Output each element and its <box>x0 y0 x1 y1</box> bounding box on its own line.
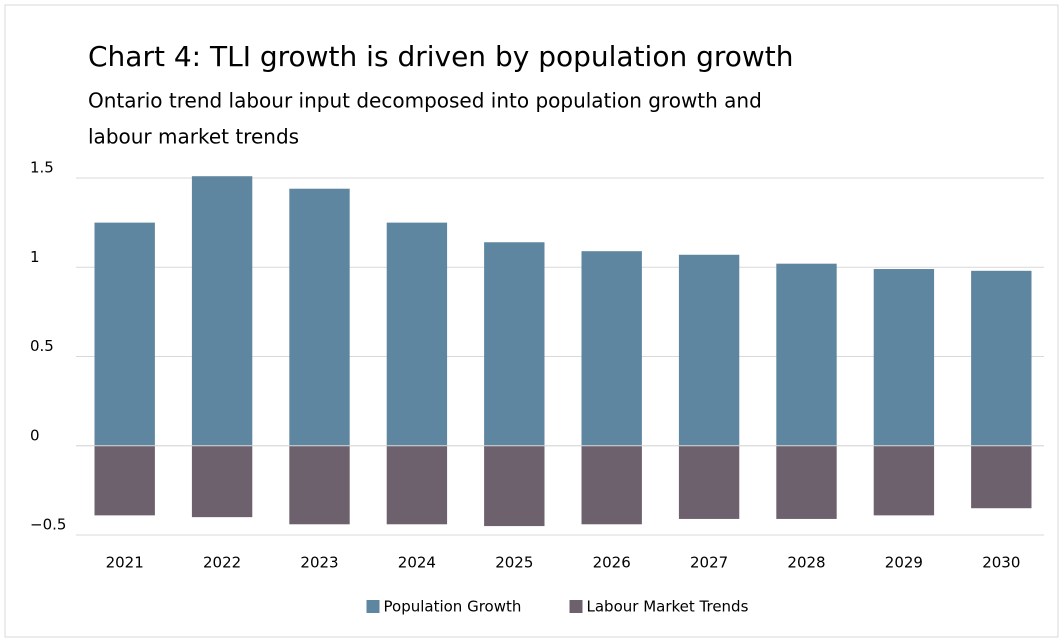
bar <box>94 445 155 516</box>
bar <box>484 445 545 527</box>
bar <box>971 270 1032 446</box>
legend-label: Population Growth <box>384 598 522 616</box>
chart-title: Chart 4: TLI growth is driven by populat… <box>88 40 794 73</box>
bar <box>776 445 837 519</box>
bar <box>191 445 253 518</box>
legend-swatch <box>569 600 583 613</box>
x-tick-label: 2027 <box>690 554 728 572</box>
bar <box>776 263 837 446</box>
bar <box>873 269 935 446</box>
x-tick-label: 2021 <box>106 554 144 572</box>
bar <box>581 251 642 446</box>
y-tick-label: 1 <box>30 248 40 266</box>
x-tick-label: 2029 <box>885 554 923 572</box>
bar <box>386 445 448 525</box>
bar <box>289 188 350 446</box>
bar <box>386 222 448 446</box>
x-tick-label: 2023 <box>300 554 338 572</box>
bar <box>191 176 253 446</box>
bar <box>678 445 740 519</box>
chart-subtitle: Ontario trend labour input decomposed in… <box>88 89 762 113</box>
bar <box>94 222 155 446</box>
legend-label: Labour Market Trends <box>587 598 749 616</box>
y-tick-label: 0.5 <box>30 337 54 355</box>
y-tick-label: 0 <box>30 426 40 444</box>
legend-swatch <box>366 600 380 613</box>
bar <box>678 254 740 446</box>
bar <box>289 445 350 525</box>
x-tick-label: 2030 <box>982 554 1020 572</box>
y-tick-label: 1.5 <box>30 159 54 177</box>
bar <box>873 445 935 516</box>
bar <box>484 242 545 446</box>
bar <box>581 445 642 525</box>
x-tick-label: 2024 <box>398 554 436 572</box>
x-tick-label: 2022 <box>203 554 241 572</box>
chart-subtitle: labour market trends <box>88 125 299 149</box>
y-tick-label: −0.5 <box>30 516 66 534</box>
x-tick-label: 2025 <box>495 554 533 572</box>
x-tick-label: 2028 <box>787 554 825 572</box>
x-tick-label: 2026 <box>593 554 631 572</box>
bar <box>971 445 1032 509</box>
